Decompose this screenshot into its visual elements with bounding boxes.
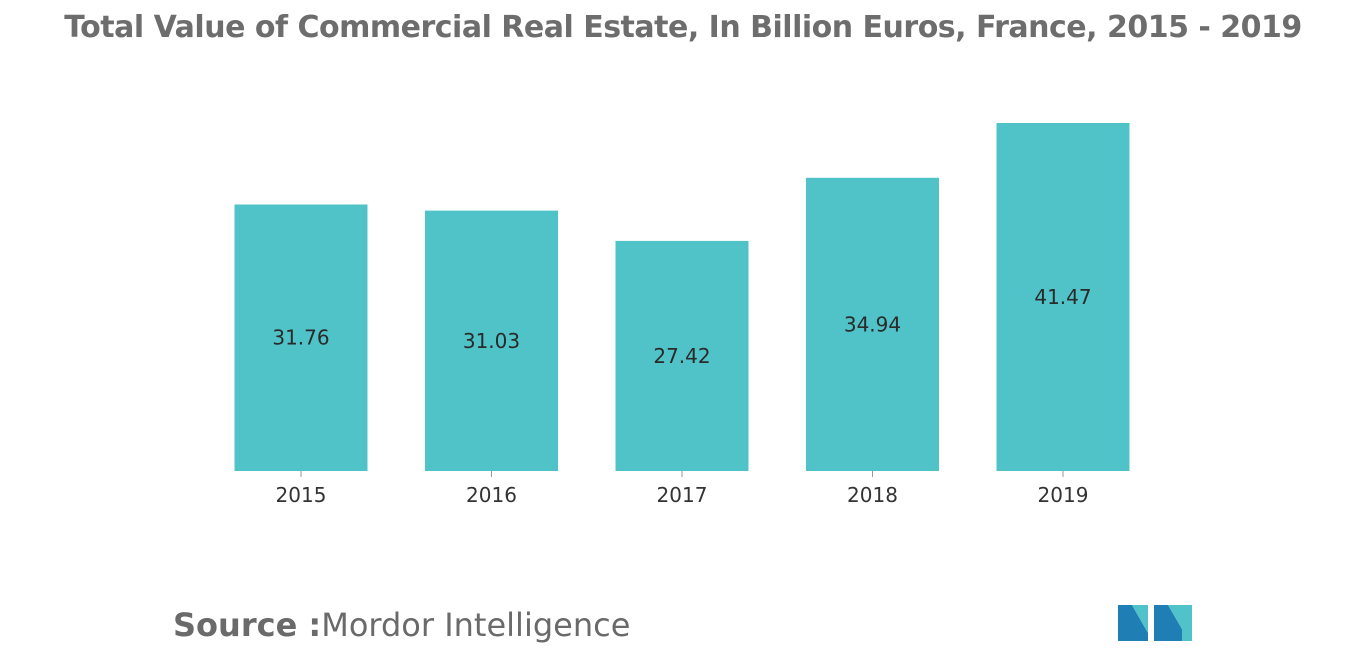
bar-2015 [234, 204, 368, 471]
tick-label-2018: 2018 [847, 483, 898, 507]
bar-2017 [615, 240, 749, 471]
chart-title: Total Value of Commercial Real Estate, I… [64, 10, 1302, 45]
source-label: Source : [173, 606, 322, 644]
data-label-2018: 34.94 [844, 312, 901, 336]
x-axis: 2015 2016 2017 2018 2019 [276, 471, 1089, 507]
data-label-2016: 31.03 [463, 329, 520, 353]
source-note: Source :Mordor Intelligence [173, 606, 630, 644]
source-name: Mordor Intelligence [321, 606, 631, 644]
tick-label-2017: 2017 [657, 483, 708, 507]
tick-label-2015: 2015 [276, 483, 327, 507]
bar-2018 [806, 177, 939, 472]
bar-2016 [425, 210, 558, 471]
tick-label-2016: 2016 [466, 483, 517, 507]
bar-2019 [996, 123, 1130, 471]
data-label-2015: 31.76 [272, 326, 329, 350]
data-label-2019: 41.47 [1034, 285, 1091, 309]
bars: 31.76 31.03 27.42 34.94 41.47 [234, 123, 1130, 472]
mordor-intelligence-logo-icon [1118, 605, 1192, 641]
tick-label-2019: 2019 [1038, 483, 1089, 507]
data-label-2017: 27.42 [653, 344, 710, 368]
